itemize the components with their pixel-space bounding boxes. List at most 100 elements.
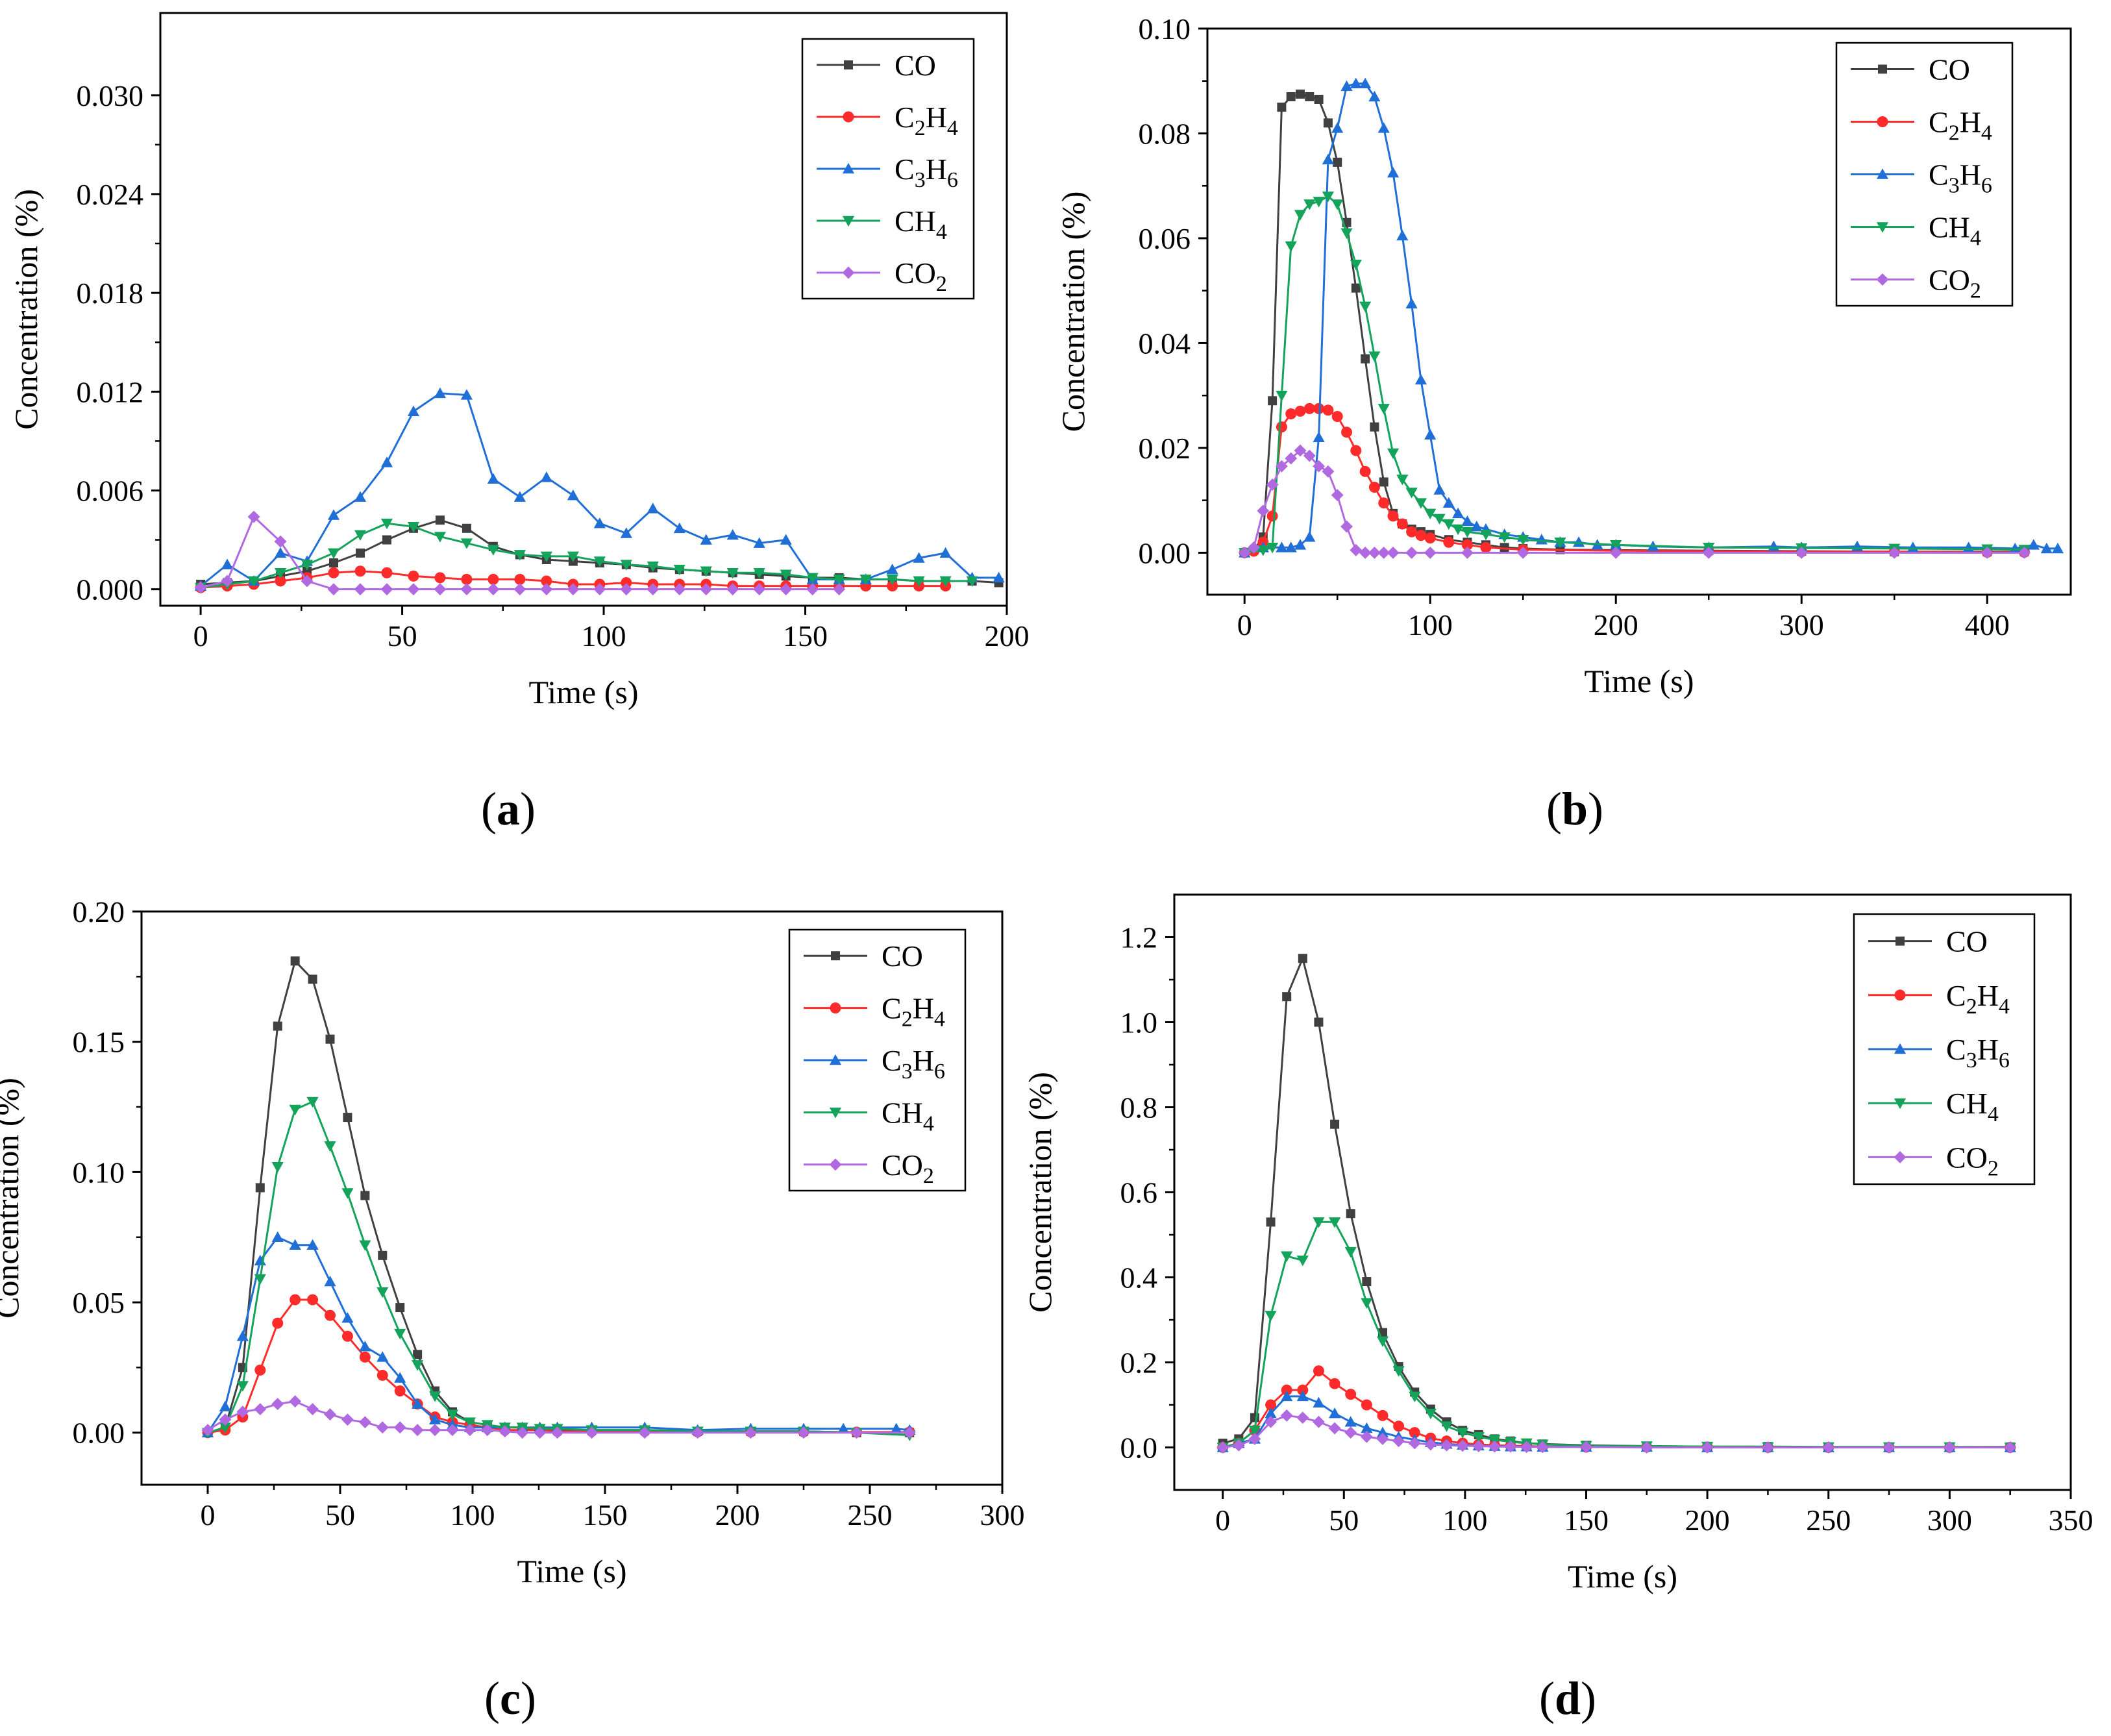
data-point <box>1268 396 1278 406</box>
data-point <box>1333 157 1342 167</box>
legend-label-C3H6: C3H6 <box>1946 1033 2010 1073</box>
data-point <box>1276 421 1287 433</box>
data-point <box>700 534 712 545</box>
x-tick-label: 0 <box>193 619 208 652</box>
data-point <box>621 577 632 588</box>
data-point <box>1405 546 1418 559</box>
data-point <box>327 548 340 559</box>
legend-text: CO <box>1929 264 1970 297</box>
data-point <box>354 583 367 596</box>
data-point <box>1379 477 1389 487</box>
legend-text: CO <box>882 1148 923 1182</box>
data-point <box>1362 1277 1372 1287</box>
legend-marker <box>1876 273 1889 286</box>
data-point <box>1285 541 1297 552</box>
data-point <box>376 1421 389 1434</box>
legend-text: CO <box>895 49 936 82</box>
legend-marker <box>830 1002 841 1014</box>
data-point <box>1424 1438 1437 1451</box>
data-point <box>1701 1441 1714 1454</box>
legend-label-CO2: CO2 <box>882 1148 934 1188</box>
data-point <box>1368 481 1380 493</box>
data-point <box>219 1422 232 1433</box>
data-point <box>289 1395 302 1408</box>
data-point <box>797 1426 810 1439</box>
data-point <box>700 583 713 596</box>
data-point <box>1376 1336 1389 1347</box>
data-point <box>1277 103 1287 112</box>
y-tick-label: 0.20 <box>73 895 125 928</box>
legend-subscript: 2 <box>902 1008 913 1032</box>
chart-panel-a: 0 50 100 150 200 0.000 0.006 0.012 0.018 0.024 0.0… <box>8 12 1030 835</box>
data-point <box>274 547 287 558</box>
data-point <box>1265 1407 1277 1419</box>
data-point <box>1498 532 1511 543</box>
data-point <box>1472 1432 1485 1443</box>
legend-subscript: 4 <box>934 1008 945 1032</box>
data-point <box>407 405 420 417</box>
x-tick-label: 300 <box>980 1498 1025 1531</box>
x-tick-label: 0 <box>1215 1504 1230 1537</box>
data-point <box>1322 465 1335 478</box>
data-point <box>1216 1441 1229 1454</box>
data-point <box>1461 546 1474 559</box>
data-point <box>887 580 898 592</box>
legend-text: C <box>882 992 902 1025</box>
data-point <box>194 581 207 594</box>
data-point <box>236 1406 249 1419</box>
data-point <box>254 1274 266 1285</box>
data-point <box>513 491 526 502</box>
data-point <box>219 1400 232 1411</box>
data-point <box>806 573 819 584</box>
legend-label-CO: CO <box>1929 53 1970 86</box>
x-tick-label: 250 <box>1806 1504 1851 1537</box>
legend-subscript: 2 <box>923 1164 934 1188</box>
data-point <box>541 575 552 587</box>
data-point <box>290 1294 301 1306</box>
chart-panel-b: 0 100 200 300 400 0.00 0.02 0.04 0.06 0.08 0.10 Tim… <box>1055 12 2072 835</box>
data-point <box>2004 1441 2017 1454</box>
data-point <box>289 1104 301 1116</box>
y-tick-label: 0.2 <box>1120 1346 1158 1380</box>
legend-subscript: 6 <box>934 1060 945 1084</box>
legend-text: CO <box>895 256 936 290</box>
legend-label-C2H4: C2H4 <box>882 992 945 1032</box>
legend-label-CO2: CO2 <box>895 256 947 296</box>
data-point <box>1294 444 1307 457</box>
data-point <box>1322 404 1334 416</box>
data-point <box>647 583 660 596</box>
series-line <box>1244 195 2025 554</box>
x-tick-label: 0 <box>201 1498 216 1531</box>
data-point <box>1368 546 1381 559</box>
legend-subscript: 2 <box>915 116 926 140</box>
data-point <box>1396 518 1408 530</box>
caption-paren: ) <box>1581 1672 1596 1724</box>
data-point <box>806 583 819 596</box>
data-point <box>408 570 419 582</box>
series-CH4 <box>1239 192 2031 559</box>
data-point <box>1396 475 1409 486</box>
data-point <box>1359 301 1372 313</box>
legend-subscript: 3 <box>915 168 926 192</box>
x-tick-label: 200 <box>1685 1504 1730 1537</box>
data-point <box>833 575 845 586</box>
data-point <box>1377 404 1390 415</box>
data-point <box>1350 260 1362 271</box>
legend-text: H <box>926 153 947 186</box>
data-point <box>1330 1119 1340 1129</box>
y-tick-label: 0.05 <box>73 1286 125 1319</box>
data-point <box>1943 1441 1956 1454</box>
data-point <box>1500 543 1509 552</box>
legend-marker <box>1877 116 1888 127</box>
data-point <box>551 1426 564 1439</box>
data-point <box>903 1426 916 1439</box>
data-point <box>219 1413 232 1426</box>
legend-marker <box>1894 1150 1907 1163</box>
data-point <box>393 1421 406 1434</box>
x-tick-label: 400 <box>1965 608 2010 641</box>
legend-marker <box>843 111 854 123</box>
data-point <box>913 552 925 563</box>
legend-text: C <box>895 101 915 134</box>
data-point <box>1344 1246 1357 1258</box>
